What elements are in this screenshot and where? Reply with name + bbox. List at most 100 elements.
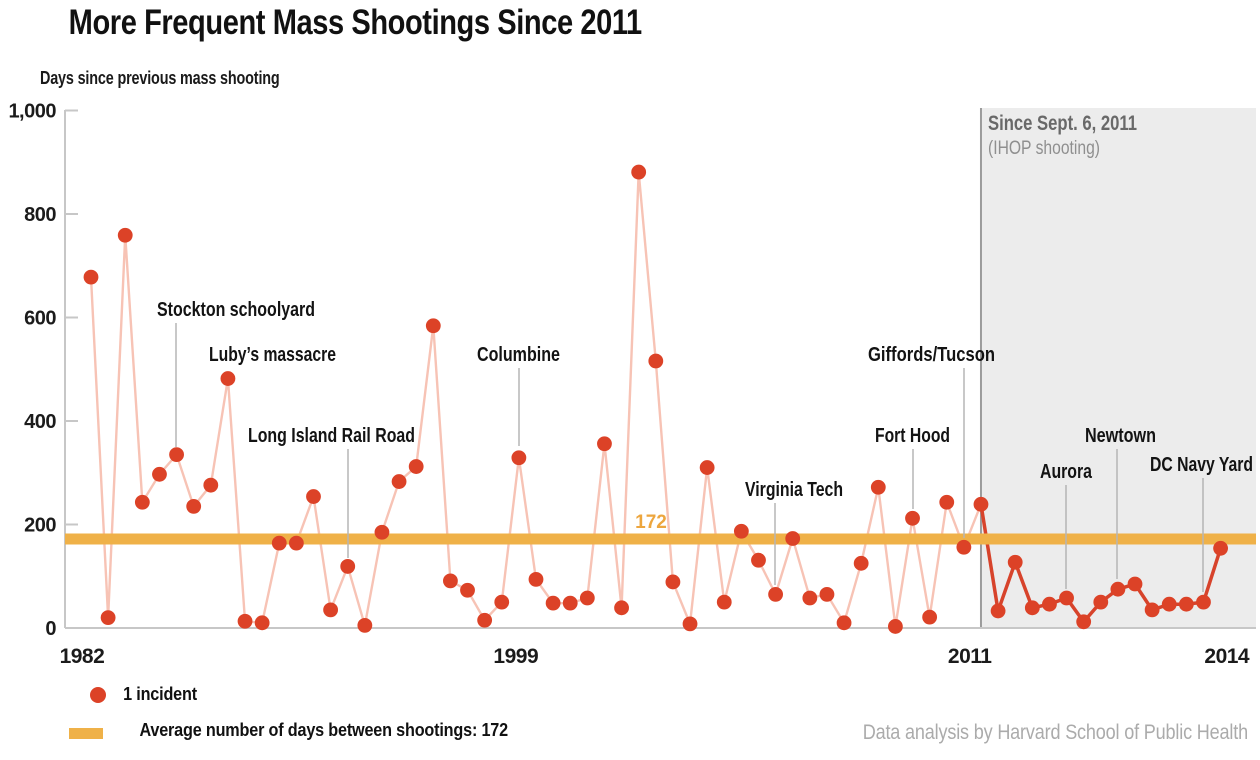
credit-line: Data analysis by Harvard School of Publi… <box>862 721 1248 744</box>
x-tick-label: 1982 <box>60 645 105 668</box>
x-tick-label: 1999 <box>493 645 538 668</box>
page-title: More Frequent Mass Shootings Since 2011 <box>68 3 642 42</box>
annotation-label: Virginia Tech <box>745 479 843 501</box>
x-tick-label: 2011 <box>948 645 992 668</box>
data-point <box>1059 590 1074 606</box>
annotation-label: Columbine <box>477 344 560 366</box>
data-point <box>699 460 715 475</box>
data-point <box>391 474 407 489</box>
y-tick-label: 0 <box>45 618 56 640</box>
data-point <box>751 552 766 568</box>
data-point <box>888 619 903 634</box>
data-point <box>905 510 920 526</box>
data-point <box>271 535 287 551</box>
data-point <box>117 227 133 243</box>
data-point <box>1196 594 1211 610</box>
annotation-label: Giffords/Tucson <box>868 344 995 366</box>
x-tick-label: 2014 <box>1204 645 1250 668</box>
data-point <box>494 594 510 610</box>
data-point <box>990 603 1006 619</box>
data-point <box>374 524 390 540</box>
data-point <box>1042 596 1057 612</box>
data-point <box>220 371 236 386</box>
data-point <box>1178 596 1194 612</box>
data-point <box>973 496 989 512</box>
data-point <box>443 573 458 589</box>
data-point <box>169 447 184 463</box>
data-point <box>152 466 167 482</box>
data-point <box>562 595 578 611</box>
annotation-label: Fort Hood <box>875 425 950 447</box>
data-point <box>733 523 749 539</box>
data-point <box>203 477 219 493</box>
data-point <box>939 494 955 510</box>
legend-incident-label: 1 incident <box>123 684 197 704</box>
data-point <box>922 609 938 625</box>
data-point <box>768 586 783 602</box>
data-point <box>665 574 681 590</box>
data-point <box>306 489 321 504</box>
data-point <box>802 590 818 606</box>
data-point <box>186 498 202 514</box>
annotation-label: Aurora <box>1040 461 1093 483</box>
data-point <box>631 164 647 180</box>
data-point <box>545 595 561 611</box>
data-point <box>288 535 304 551</box>
y-tick-label: 800 <box>24 204 56 226</box>
y-tick-label: 1,000 <box>8 101 56 123</box>
data-point <box>1024 600 1040 616</box>
data-point <box>100 610 116 626</box>
data-point <box>836 615 852 631</box>
data-point <box>477 612 493 628</box>
y-tick-label: 400 <box>24 411 56 433</box>
data-point <box>579 590 595 606</box>
data-point <box>870 479 886 495</box>
data-point <box>819 586 835 602</box>
average-line <box>65 533 1256 545</box>
data-point <box>1127 576 1143 592</box>
annotation-label: DC Navy Yard <box>1150 454 1253 476</box>
data-point <box>956 539 972 555</box>
data-point <box>323 602 339 618</box>
data-point <box>83 269 99 285</box>
legend-average-label: Average number of days between shootings… <box>139 720 508 740</box>
y-tick-label: 600 <box>24 308 56 330</box>
data-point <box>511 450 527 466</box>
data-point <box>254 615 270 631</box>
data-point <box>1007 554 1023 570</box>
annotation-label: Luby’s massacre <box>209 344 336 366</box>
data-point <box>408 459 424 474</box>
annotation-label: Long Island Rail Road <box>248 425 415 447</box>
annotation-label: Stockton schoolyard <box>157 299 315 321</box>
data-point <box>1161 596 1177 612</box>
average-line-label: 172 <box>635 512 667 533</box>
data-point <box>1076 614 1092 630</box>
data-point <box>1093 594 1109 610</box>
data-point <box>682 616 698 632</box>
data-point <box>648 353 664 369</box>
data-point <box>614 600 629 616</box>
region-label-subtitle: (IHOP shooting) <box>988 138 1100 159</box>
data-point <box>1213 540 1228 556</box>
data-point <box>357 618 373 633</box>
data-point <box>716 594 732 610</box>
data-point <box>237 613 253 629</box>
data-point <box>528 571 544 587</box>
data-point <box>134 494 150 510</box>
legend-incident-swatch <box>90 687 106 703</box>
annotation-label: Newtown <box>1085 425 1156 447</box>
data-point <box>853 555 869 571</box>
pre-2011-line <box>89 171 983 627</box>
legend-average-swatch <box>69 728 103 739</box>
data-point <box>425 318 441 334</box>
data-point <box>1110 581 1126 597</box>
data-point <box>597 436 612 452</box>
y-axis-title: Days since previous mass shooting <box>39 68 280 88</box>
region-label-title: Since Sept. 6, 2011 <box>988 112 1137 135</box>
data-point <box>1144 602 1160 618</box>
data-point <box>785 531 801 546</box>
data-point <box>460 582 475 598</box>
y-tick-label: 200 <box>24 515 56 537</box>
